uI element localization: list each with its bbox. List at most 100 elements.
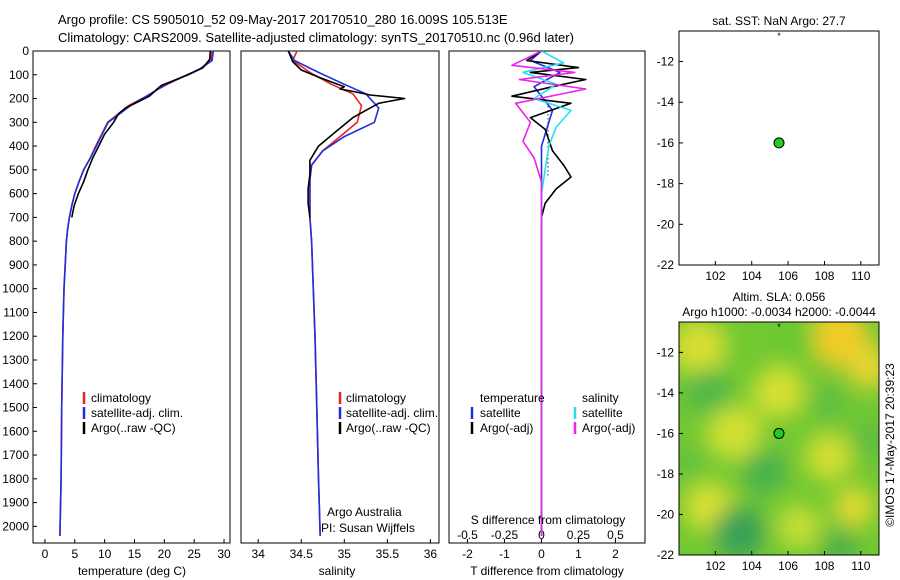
sla-map-xtick-label: 106 bbox=[778, 559, 798, 573]
salinity-profile-xtick-label: 34.5 bbox=[290, 547, 314, 561]
temperature-profile-ytick-label: 900 bbox=[9, 258, 29, 272]
sst-map-ytick-label: -18 bbox=[657, 177, 675, 191]
temperature-profile-ytick-label: 100 bbox=[9, 68, 29, 82]
sla-map-ytick-label: -20 bbox=[657, 507, 675, 521]
sst-map-location-circle bbox=[773, 137, 785, 149]
difference-profile-top-tick-label: -0.25 bbox=[491, 528, 519, 542]
difference-x-axis: -2 -1 0 1 2 bbox=[462, 539, 619, 561]
temperature-profile-xtick-label: 10 bbox=[98, 547, 112, 561]
salinity-x-axis: 34 34.5 35 35.5 36 bbox=[252, 539, 438, 561]
temperature-profile-ytick-label: 200 bbox=[9, 92, 29, 106]
temperature-profile-xtick-label: 25 bbox=[188, 547, 202, 561]
difference-profile-top-tick-label: -0.5 bbox=[457, 528, 478, 542]
header-line-2: Climatology: CARS2009. Satellite-adjuste… bbox=[58, 30, 574, 45]
temperature-profile-series-argo-raw-qc bbox=[71, 51, 212, 218]
difference-xlabel: T difference from climatology bbox=[470, 564, 624, 578]
sst-map-panel: sat. SST: NaN Argo: 27.7 102 104 106 108 110… bbox=[657, 14, 880, 283]
difference-profile-xtick-label: -2 bbox=[462, 547, 473, 561]
sst-map-ytick-label: -20 bbox=[657, 217, 675, 231]
sla-map-ytick-label: -16 bbox=[657, 426, 675, 440]
temperature-profile-ytick-label: 1700 bbox=[2, 448, 29, 462]
temperature-profile-ytick-label: 1800 bbox=[2, 472, 29, 486]
temperature-profile-ytick-label: 400 bbox=[9, 139, 29, 153]
salinity-profile-xtick-label: 35 bbox=[338, 547, 352, 561]
temperature-profile-ytick-label: 1200 bbox=[2, 329, 29, 343]
temperature-profile-ytick-label: 800 bbox=[9, 234, 29, 248]
sla-map-title-line-1: Altim. SLA: 0.056 bbox=[733, 290, 826, 304]
difference-profile-top-tick-label: 0.5 bbox=[607, 528, 624, 542]
difference-profile-xtick-label: 1 bbox=[575, 547, 582, 561]
difference-profile-xtick-label: 2 bbox=[612, 547, 619, 561]
imos-timestamp-stamp: ©IMOS 17-May-2017 20:39:23 bbox=[883, 363, 897, 527]
sst-map-xtick-label: 104 bbox=[742, 269, 762, 283]
sla-map-axes: 102 104 106 108 110 -12 -14 -16 -18 -20 -22 bbox=[657, 345, 871, 573]
temperature-profile-ytick-label: 1100 bbox=[3, 305, 29, 319]
sst-map-xtick-label: 106 bbox=[778, 269, 798, 283]
difference-profile-series-temperature-argo-adj bbox=[511, 51, 587, 536]
sla-map-title-line-2: Argo h1000: -0.0034 h2000: -0.0044 bbox=[682, 305, 876, 319]
sla-map-xtick-label: 108 bbox=[814, 559, 834, 573]
salinity-panel: 34 34.5 35 35.5 36 salinity climatology sate… bbox=[240, 50, 440, 578]
sla-map-frame bbox=[678, 321, 880, 556]
difference-panel: -2 -1 0 1 2 -0.5 -0.25 0 0.25 0.5 T difference f… bbox=[448, 50, 646, 578]
temperature-profile-xtick-label: 30 bbox=[217, 547, 231, 561]
sla-map-ytick-label: -18 bbox=[657, 467, 675, 481]
salinity-lines bbox=[287, 51, 406, 536]
salinity-profile-series-satellite-adj-clim bbox=[287, 51, 380, 536]
difference-plot-frame bbox=[448, 50, 646, 544]
difference-legend: temperature satellite Argo(-adj) salinit… bbox=[470, 391, 635, 435]
sla-map-xtick-label: 102 bbox=[705, 559, 725, 573]
salinity-profile-series-argo-raw-qc bbox=[287, 51, 406, 218]
temperature-profile-ytick-label: 2000 bbox=[2, 519, 29, 533]
sla-map-panel: Altim. SLA: 0.056 Argo h1000: -0.0034 h2… bbox=[657, 290, 880, 573]
temperature-profile-xtick-label: 0 bbox=[42, 547, 49, 561]
difference-legend-temperature-argo: Argo(-adj) bbox=[480, 421, 533, 435]
sst-map-xtick-label: 108 bbox=[814, 269, 834, 283]
temperature-profile-ytick-label: 1600 bbox=[2, 424, 29, 438]
temperature-depth-axis: 0 100 200 300 400 500 600 700 800 900 1000 1100 1200… bbox=[2, 44, 37, 533]
temperature-xlabel: temperature (deg C) bbox=[78, 564, 186, 578]
sst-map-ytick-label: -22 bbox=[657, 258, 675, 272]
salinity-xlabel: salinity bbox=[319, 564, 356, 578]
temperature-profile-ytick-label: 300 bbox=[9, 115, 29, 129]
sst-map-points: * bbox=[773, 31, 785, 149]
difference-profile-series-salinity-argo-adj bbox=[511, 51, 587, 536]
salinity-legend-climatology: climatology bbox=[346, 391, 406, 405]
salinity-plot-frame bbox=[240, 50, 440, 544]
difference-profile-xtick-label: 0 bbox=[538, 547, 545, 561]
sst-map-axes: 102 104 106 108 110 -12 -14 -16 -18 -20 -22 bbox=[657, 55, 871, 283]
temperature-plot-frame bbox=[32, 50, 231, 544]
salinity-legend-satellite: satellite-adj. clim. bbox=[346, 406, 438, 420]
difference-profile-top-tick-label: 0.25 bbox=[567, 528, 591, 542]
difference-lines bbox=[511, 51, 587, 536]
temperature-profile-ytick-label: 600 bbox=[9, 187, 29, 201]
salinity-legend-argo: Argo(..raw -QC) bbox=[346, 421, 431, 435]
temperature-profile-xtick-label: 5 bbox=[71, 547, 78, 561]
sla-map-location-asterisk: * bbox=[777, 322, 781, 332]
difference-legend-temperature-header: temperature bbox=[480, 391, 545, 405]
difference-profile-series-salinity-satellite bbox=[522, 51, 572, 536]
temperature-profile-ytick-label: 0 bbox=[22, 44, 29, 58]
salinity-note-1: Argo Australia bbox=[327, 505, 402, 519]
difference-profile-xtick-label: -1 bbox=[499, 547, 510, 561]
sst-map-xtick-label: 102 bbox=[705, 269, 725, 283]
temperature-profile-ytick-label: 1500 bbox=[2, 401, 29, 415]
salinity-note-2: PI: Susan Wijffels bbox=[321, 521, 415, 535]
temperature-profile-ytick-label: 500 bbox=[9, 163, 29, 177]
sst-map-ytick-label: -12 bbox=[657, 55, 675, 69]
temperature-profile-ytick-label: 1400 bbox=[2, 377, 29, 391]
difference-top-label: S difference from climatology bbox=[471, 513, 626, 527]
sst-map-title: sat. SST: NaN Argo: 27.7 bbox=[712, 14, 846, 28]
temperature-profile-xtick-label: 15 bbox=[128, 547, 142, 561]
temperature-legend-climatology: climatology bbox=[91, 391, 151, 405]
temperature-profile-ytick-label: 700 bbox=[9, 210, 29, 224]
temperature-profile-series-satellite-adj-clim bbox=[59, 51, 215, 536]
sla-heatmap-field bbox=[679, 322, 879, 555]
sst-map-xtick-label: 110 bbox=[851, 269, 870, 283]
temperature-legend: climatology satellite-adj. clim. Argo(..… bbox=[82, 391, 183, 435]
salinity-profile-xtick-label: 36 bbox=[424, 547, 438, 561]
sst-map-location-asterisk: * bbox=[777, 31, 781, 41]
header-line-1: Argo profile: CS 5905010_52 09-May-2017 … bbox=[58, 12, 508, 27]
temperature-lines bbox=[59, 51, 215, 536]
sla-map-points: * bbox=[773, 322, 785, 439]
